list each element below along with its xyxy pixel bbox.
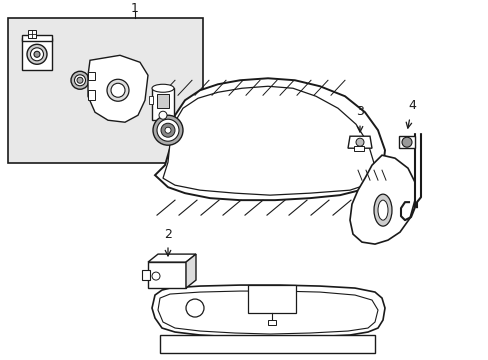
Ellipse shape: [161, 123, 175, 137]
Ellipse shape: [71, 71, 89, 89]
Circle shape: [355, 138, 363, 146]
Ellipse shape: [377, 200, 387, 220]
Text: 3: 3: [355, 105, 363, 118]
Ellipse shape: [27, 44, 47, 64]
Ellipse shape: [152, 84, 174, 92]
Bar: [142, 270, 150, 280]
Circle shape: [159, 111, 167, 119]
Ellipse shape: [107, 79, 129, 101]
Bar: [22, 38, 52, 70]
Ellipse shape: [153, 115, 183, 145]
Text: 1: 1: [131, 2, 139, 15]
Polygon shape: [347, 136, 371, 148]
Polygon shape: [152, 285, 384, 338]
Circle shape: [185, 299, 203, 317]
Bar: [160, 335, 374, 353]
Polygon shape: [88, 90, 95, 100]
Circle shape: [401, 137, 411, 147]
Ellipse shape: [74, 75, 85, 86]
Bar: [28, 30, 36, 38]
Bar: [8, 18, 203, 163]
Ellipse shape: [164, 127, 171, 133]
Bar: [267, 320, 275, 325]
Ellipse shape: [30, 48, 43, 61]
Text: 2: 2: [164, 228, 172, 241]
Ellipse shape: [77, 77, 83, 83]
Polygon shape: [88, 72, 95, 80]
Polygon shape: [163, 86, 373, 195]
Bar: [149, 96, 153, 104]
Bar: [398, 136, 414, 148]
Polygon shape: [185, 254, 196, 288]
Polygon shape: [88, 55, 148, 122]
Bar: [157, 94, 169, 108]
Polygon shape: [349, 155, 414, 244]
Bar: [247, 285, 295, 313]
Polygon shape: [155, 78, 384, 200]
Ellipse shape: [111, 83, 125, 97]
Polygon shape: [158, 291, 377, 334]
Bar: [353, 146, 363, 151]
Ellipse shape: [373, 194, 391, 226]
Bar: [148, 262, 185, 288]
Bar: [22, 35, 52, 41]
Ellipse shape: [157, 119, 179, 141]
Polygon shape: [148, 254, 196, 262]
Bar: [152, 88, 174, 120]
Ellipse shape: [34, 51, 40, 57]
Text: 4: 4: [407, 99, 415, 112]
